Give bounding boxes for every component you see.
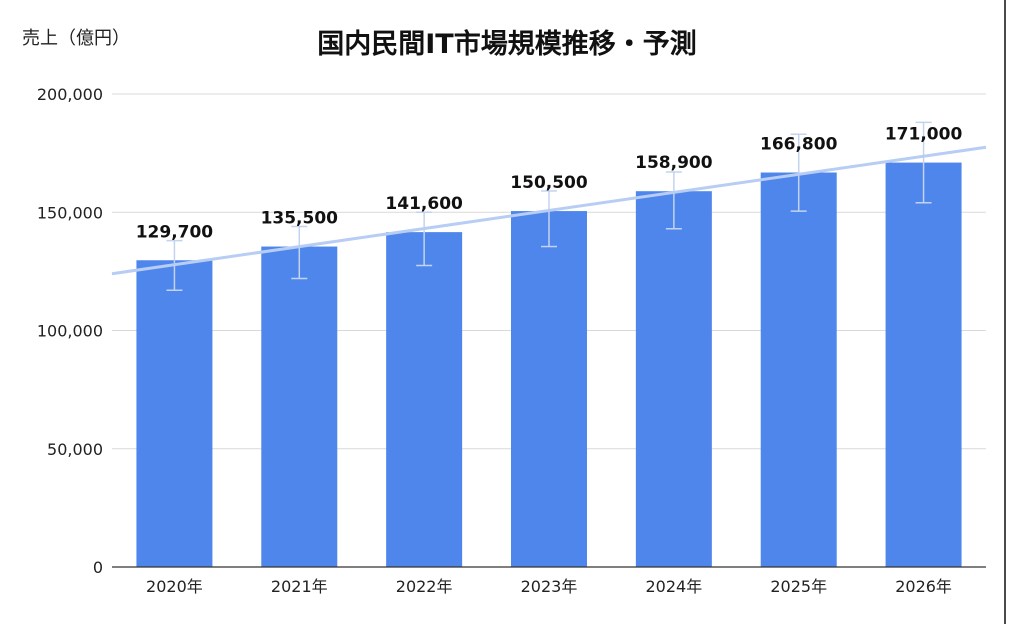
data-label: 171,000	[885, 125, 963, 145]
x-tick-label: 2026年	[895, 577, 952, 596]
x-tick-label: 2021年	[271, 577, 328, 596]
data-labels: 129,700 135,500 141,600 150,500 158,900 166,8…	[136, 125, 963, 243]
data-label: 135,500	[261, 209, 339, 229]
bar	[511, 211, 587, 567]
bar	[760, 172, 837, 567]
x-tick-label: 2020年	[146, 577, 203, 596]
data-label: 129,700	[136, 222, 214, 242]
trendline-layer	[111, 145, 987, 276]
bar	[261, 246, 338, 568]
y-tick-label: 200,000	[37, 85, 103, 104]
data-label: 141,600	[385, 194, 463, 214]
bar	[635, 191, 712, 567]
y-tick-label: 50,000	[47, 440, 103, 459]
error-bars	[166, 121, 932, 292]
bar	[386, 232, 463, 567]
bar	[885, 162, 962, 567]
x-tick-label: 2023年	[521, 577, 578, 596]
window-edge-divider	[1004, 0, 1006, 624]
data-label: 158,900	[635, 153, 713, 173]
x-tick-label: 2022年	[396, 577, 453, 596]
bars	[136, 162, 962, 568]
x-tick-label: 2024年	[645, 577, 702, 596]
bar	[136, 260, 213, 567]
x-tick-label: 2025年	[770, 577, 827, 596]
data-label: 166,800	[760, 135, 838, 155]
trendline	[111, 145, 987, 276]
y-axis-label: 売上（億円）	[22, 28, 130, 49]
y-tick-label: 100,000	[37, 322, 103, 341]
y-tick-label: 150,000	[37, 203, 103, 222]
axes: 0 50,000 100,000 150,000 200,000 2020年 2021年 20…	[37, 85, 986, 596]
y-tick-label: 0	[93, 558, 103, 577]
chart-title: 国内民間IT市場規模推移・予測	[317, 28, 696, 60]
data-label: 150,500	[510, 173, 588, 193]
